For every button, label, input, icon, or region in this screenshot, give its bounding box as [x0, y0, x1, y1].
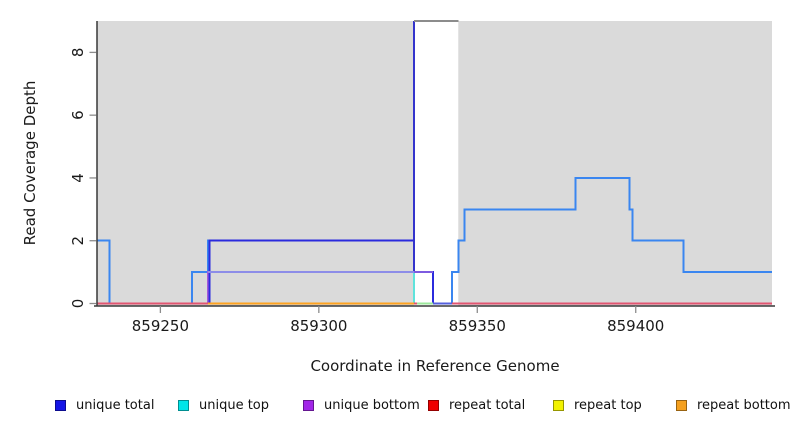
x-tick-label: 859400 — [607, 317, 664, 335]
legend-label: repeat total — [449, 398, 526, 413]
legend-label: unique bottom — [324, 398, 420, 413]
series-total-coverage-right — [450, 176, 772, 304]
shaded-region — [458, 21, 772, 306]
repeat-total-swatch-icon — [428, 400, 439, 411]
repeat-top-swatch-icon — [553, 400, 564, 411]
legend-label: unique top — [199, 398, 270, 413]
y-tick-label: 6 — [69, 110, 87, 120]
y-tick-label: 2 — [69, 236, 87, 246]
repeat-bottom-swatch-icon — [676, 400, 687, 411]
legend-item-repeat-total: repeat total — [428, 398, 525, 413]
x-tick-label: 859300 — [290, 317, 347, 335]
legend-item-unique-total: unique total — [55, 398, 154, 413]
legend-label: unique total — [76, 398, 155, 413]
shaded-region — [97, 21, 414, 306]
x-tick-label: 859350 — [449, 317, 506, 335]
legend-item-unique-top: unique top — [178, 398, 269, 413]
legend-label: repeat top — [574, 398, 642, 413]
unique-bottom-swatch-icon — [303, 400, 314, 411]
legend: unique total unique top unique bottom re… — [0, 398, 792, 422]
series-total-coverage-left — [97, 239, 414, 305]
x-axis-title: Coordinate in Reference Genome — [310, 357, 560, 375]
legend-item-repeat-bottom: repeat bottom — [676, 398, 791, 413]
y-tick-label: 4 — [69, 173, 87, 183]
unique-total-swatch-icon — [55, 400, 66, 411]
y-tick-label: 0 — [69, 299, 87, 309]
y-axis-title: Read Coverage Depth — [21, 80, 39, 246]
legend-item-unique-bottom: unique bottom — [303, 398, 420, 413]
legend-label: repeat bottom — [697, 398, 791, 413]
x-tick-label: 859250 — [132, 317, 189, 335]
unique-top-swatch-icon — [178, 400, 189, 411]
y-tick-label: 8 — [69, 48, 87, 58]
legend-item-repeat-top: repeat top — [553, 398, 642, 413]
